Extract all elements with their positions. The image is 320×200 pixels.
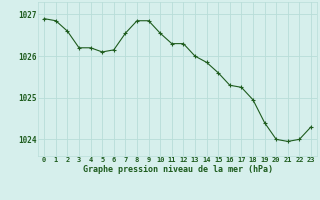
X-axis label: Graphe pression niveau de la mer (hPa): Graphe pression niveau de la mer (hPa) [83, 165, 273, 174]
